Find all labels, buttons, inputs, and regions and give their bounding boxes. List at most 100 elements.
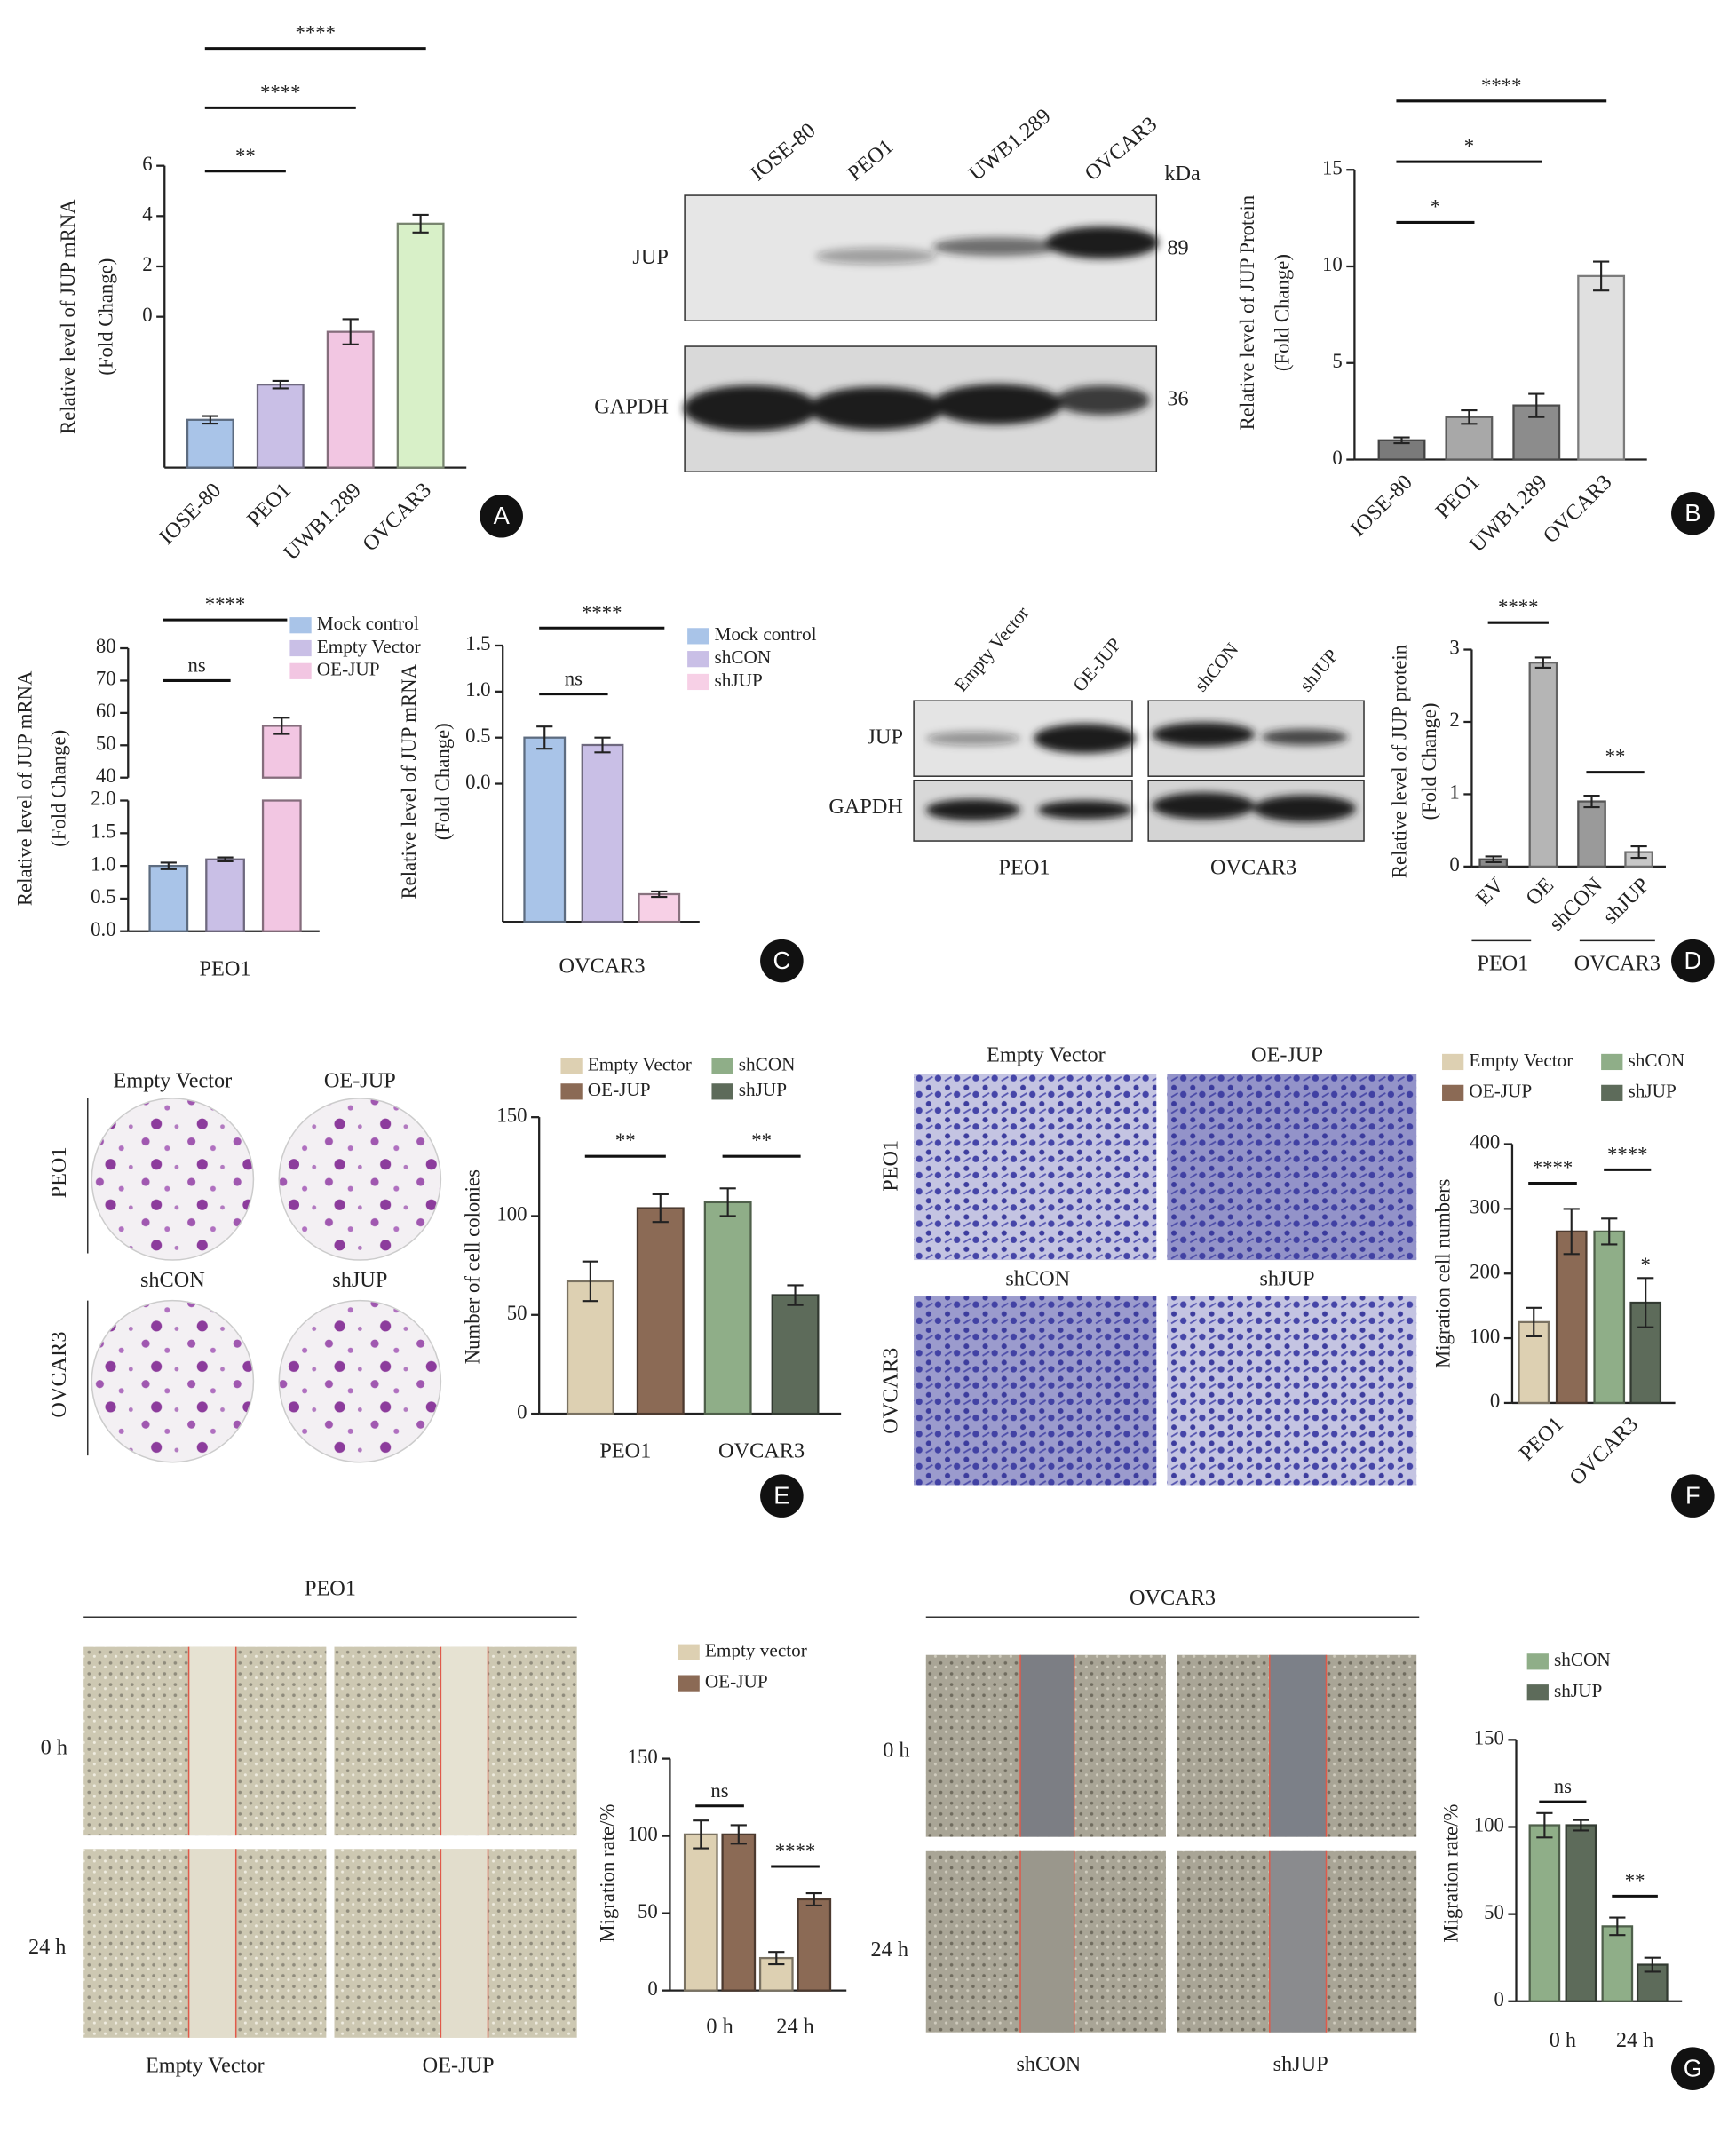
legend-swatch: [1526, 1653, 1549, 1670]
y-tick-label: 60: [96, 700, 116, 722]
wound-photos-left: PEO1 0 h 24 h Empty Vector OE-JUP: [28, 1576, 577, 2078]
legend-label: shCON: [714, 646, 771, 668]
error-bar: [273, 717, 290, 735]
bar: [581, 743, 624, 923]
significance-label: *: [1464, 135, 1474, 157]
panel-letter: E: [773, 1481, 789, 1509]
panel-letter: F: [1685, 1481, 1700, 1509]
legend-swatch: [678, 1644, 700, 1660]
legend-label: OE-JUP: [1469, 1081, 1532, 1102]
bar: [1528, 1824, 1561, 2002]
y-tick-label: 0.5: [465, 725, 490, 747]
x-tick-label: OVCAR3: [718, 1439, 805, 1463]
panel-letter-badge: [1671, 939, 1715, 983]
unit-label: kDa: [1164, 162, 1201, 186]
y-tick-label: 200: [1470, 1260, 1500, 1282]
row-label: PEO1: [47, 1146, 71, 1198]
y-tick-label: 0: [647, 1977, 657, 2000]
error-bar: [719, 1187, 736, 1217]
transwell-photos: Empty Vector OE-JUP shCON shJUP PEO1 OVC…: [878, 1042, 1417, 1486]
column-label: OE-JUP: [423, 2054, 495, 2078]
y-tick-label: 100: [1470, 1325, 1500, 1347]
photo: [914, 1074, 1157, 1261]
panel-letter: G: [1684, 2054, 1702, 2081]
row-label: 0 h: [883, 1739, 909, 1763]
column-label: Empty Vector: [114, 1068, 233, 1092]
y-tick-label: 1.5: [465, 632, 490, 654]
error-bar: [652, 1193, 669, 1224]
y-tick-label: 50: [507, 1302, 527, 1324]
scratch: [188, 1646, 236, 1836]
x-tick-label: PEO1: [200, 956, 251, 980]
legend-label: shJUP: [1628, 1081, 1676, 1102]
legend-swatch: [560, 1058, 583, 1074]
y-axis-label: (Fold Change): [48, 730, 70, 847]
row-label: OVCAR3: [878, 1348, 902, 1434]
y-tick-label: 100: [1474, 1814, 1504, 1836]
panel-letter-badge: [1671, 1474, 1715, 1518]
significance-label: ns: [565, 668, 583, 690]
colony-photos: Empty Vector OE-JUP shCON shJUP PEO1 OVC…: [47, 1068, 442, 1463]
significance-label: **: [1625, 1869, 1645, 1891]
column-label: shCON: [1005, 1266, 1070, 1290]
y-axis-label: Relative level of JUP mRNA: [14, 670, 36, 906]
significance-label: ****: [260, 81, 301, 103]
band: [1037, 800, 1132, 820]
bands: [683, 226, 1160, 432]
bar: [771, 1294, 820, 1415]
y-tick-label: 5: [1332, 350, 1342, 372]
bar: [1565, 1824, 1597, 2002]
legend-label: shCON: [1628, 1050, 1684, 1071]
legend-swatch: [1526, 1684, 1549, 1701]
scratch: [1020, 1654, 1074, 1837]
band: [932, 384, 1063, 425]
bar: [256, 384, 305, 469]
y-axis-label: Migration rate/%: [1439, 1804, 1462, 1943]
column-label: OE-JUP: [1251, 1042, 1323, 1066]
panel-letter: D: [1684, 947, 1701, 974]
y-tick-label: 4: [142, 203, 153, 226]
x-tick-label: PEO1: [599, 1439, 651, 1463]
y-tick-label: 0: [142, 304, 152, 326]
legend-label: OE-JUP: [317, 659, 380, 680]
legend-label: shCON: [1554, 1649, 1611, 1670]
legend-swatch: [687, 673, 709, 691]
error-bar: [1609, 1916, 1626, 1937]
y-tick-label: 40: [96, 765, 116, 787]
row-label: 24 h: [871, 1938, 908, 1962]
bar: [205, 858, 245, 932]
y-tick-label: 100: [496, 1203, 527, 1225]
band: [1152, 792, 1256, 820]
error-bar: [1630, 845, 1647, 860]
column-label: shCON: [1016, 2052, 1081, 2076]
error-bar: [1461, 409, 1478, 425]
y-axis-label: Migration rate/%: [596, 1804, 618, 1943]
legend-swatch: [678, 1675, 700, 1692]
significance-label: ns: [188, 654, 206, 676]
band: [1261, 729, 1348, 746]
error-bar: [1593, 260, 1610, 292]
error-bar: [768, 1951, 785, 1966]
legend-label: Mock control: [317, 613, 419, 634]
row-label: GAPDH: [594, 394, 669, 418]
chart: 0 50 100 150 0 h 24 h Migration rate/% shCON shJ…: [1439, 1649, 1683, 2052]
bar: [186, 418, 234, 469]
x-tick-label: OVCAR3: [559, 954, 645, 978]
significance-label: *: [1431, 195, 1440, 218]
legend-swatch: [711, 1058, 733, 1074]
y-axis-label: Relative level of JUP Protein: [1236, 194, 1258, 430]
bar: [523, 736, 567, 923]
legend-swatch: [711, 1083, 733, 1100]
column-label: Empty Vector: [146, 2054, 265, 2078]
bar: [1577, 274, 1626, 461]
y-tick-label: 1: [1449, 781, 1459, 804]
legend-label: shJUP: [1554, 1680, 1602, 1701]
error-bar: [1573, 1819, 1589, 1832]
y-tick-label: 2: [1449, 709, 1459, 731]
photo: [1167, 1074, 1417, 1261]
error-bar: [1534, 656, 1551, 669]
error-bar: [693, 1819, 709, 1850]
group-title: OVCAR3: [1130, 1586, 1216, 1610]
